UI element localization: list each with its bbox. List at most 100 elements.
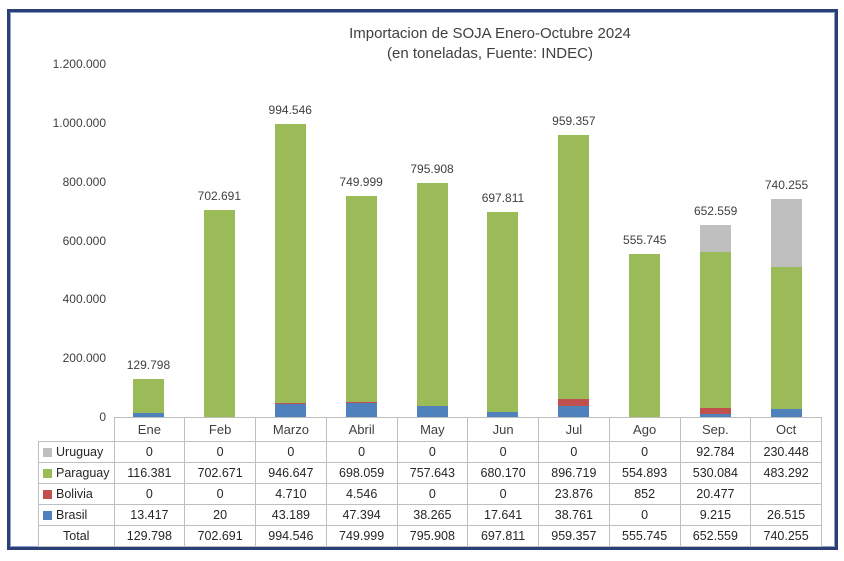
stacked-bar-abril — [345, 196, 377, 417]
bar-segment-paraguay — [700, 252, 732, 409]
bar-segment-paraguay — [558, 134, 590, 399]
table-value-cell: 13.417 — [113, 504, 186, 526]
bar-segment-brasil — [274, 404, 306, 417]
table-value-cell: 757.643 — [396, 462, 469, 484]
month-header-cell: Feb — [184, 417, 256, 442]
table-value-cell: 795.908 — [396, 525, 469, 547]
bar-segment-bolivia — [274, 402, 306, 405]
month-header-cell: Jun — [467, 417, 539, 442]
bar-segment-paraguay — [771, 267, 803, 410]
table-row-paraguay: Paraguay 116.381 702.671 946.647 698.059 757.… — [38, 462, 822, 484]
month-header-cell: Marzo — [255, 417, 327, 442]
y-axis-tick-label: 1.000.000 — [52, 115, 106, 130]
bar-segment-paraguay — [274, 124, 306, 403]
table-value-cell: 0 — [325, 441, 398, 463]
table-value-cell: 20.477 — [679, 483, 752, 505]
legend-label: Paraguay — [56, 466, 110, 480]
table-value-cell: 554.893 — [608, 462, 681, 484]
legend-swatch-uruguay — [43, 448, 52, 457]
legend-label: Uruguay — [56, 445, 104, 459]
stacked-bar-jul — [558, 134, 590, 417]
bar-segment-brasil — [132, 413, 164, 417]
table-value-cell: 23.876 — [538, 483, 610, 505]
bar-total-label: 702.691 — [197, 189, 242, 204]
bar-total-label: 740.255 — [764, 178, 809, 193]
table-value-cell: 20 — [184, 504, 256, 526]
data-table-body: Ene Feb Marzo Abril May Jun Jul Ago Sep. Oct Urugu… — [38, 417, 822, 547]
stacked-bar-marzo — [274, 124, 306, 417]
row-legend-cell: Paraguay — [38, 462, 115, 484]
y-axis-tick-label: 800.000 — [62, 174, 106, 189]
bar-total-label: 795.908 — [410, 161, 454, 176]
table-value-cell: 92.784 — [679, 441, 752, 463]
table-value-cell: 852 — [608, 483, 681, 505]
table-value-cell: 0 — [113, 483, 186, 505]
legend-swatch-brasil — [43, 511, 52, 520]
table-value-cell: 652.559 — [679, 525, 752, 547]
table-value-cell: 959.357 — [538, 525, 610, 547]
bar-total-label: 959.357 — [552, 113, 596, 128]
table-value-cell: 740.255 — [750, 525, 822, 547]
y-axis-tick-label: 400.000 — [62, 292, 106, 307]
table-value-cell: 0 — [396, 483, 469, 505]
stacked-bar-may — [416, 182, 448, 417]
y-axis-tick-label: 1.200.000 — [52, 57, 106, 71]
table-value-cell: 230.448 — [750, 441, 822, 463]
table-value-cell: 129.798 — [113, 525, 186, 547]
stacked-bar-oct — [771, 199, 803, 417]
bar-segment-brasil — [487, 411, 519, 417]
bar-segment-bolivia — [345, 401, 377, 404]
plot-area: 129.798 702.691 994.546 749.999 795.908 697.8… — [113, 64, 822, 417]
table-value-cell: 680.170 — [467, 462, 539, 484]
y-axis: 1.200.000 1.000.000 800.000 600.000 400.000 2… — [0, 0, 108, 561]
table-value-cell: 702.671 — [184, 462, 256, 484]
stacked-bar-ago — [629, 253, 661, 417]
bar-segment-brasil — [416, 405, 448, 417]
bar-total-label: 555.745 — [623, 232, 667, 247]
chart-title-line2: (en toneladas, Fuente: INDEC) — [387, 45, 593, 62]
bar-segment-brasil — [771, 409, 803, 417]
table-value-cell: 0 — [396, 441, 469, 463]
table-value-cell: 38.265 — [396, 504, 469, 526]
legend-swatch-paraguay — [43, 469, 52, 478]
bar-segment-uruguay — [700, 225, 732, 253]
table-row-uruguay: Uruguay 0 0 0 0 0 0 0 0 92.784 230.448 — [38, 441, 822, 463]
month-header-cell: Sep. — [679, 417, 752, 442]
table-value-cell: 0 — [608, 441, 681, 463]
months-header-row: Ene Feb Marzo Abril May Jun Jul Ago Sep. Oct — [39, 417, 822, 442]
table-value-cell: 0 — [113, 441, 186, 463]
table-value-cell: 4.546 — [325, 483, 398, 505]
table-value-cell: 17.641 — [467, 504, 539, 526]
bar-segment-uruguay — [771, 199, 803, 268]
legend-swatch-bolivia — [43, 490, 52, 499]
table-row-bolivia: Bolivia 0 0 4.710 4.546 0 0 23.876 852 20.477 — [38, 483, 822, 505]
table-value-cell: 43.189 — [255, 504, 327, 526]
outer-frame — [7, 9, 838, 550]
bar-segment-brasil — [345, 403, 377, 417]
chart-title: Importacion de SOJA Enero-Octubre 2024 (… — [136, 24, 844, 64]
table-value-cell: 697.811 — [467, 525, 539, 547]
row-legend-cell: Bolivia — [38, 483, 115, 505]
y-axis-tick-label: 0 — [99, 410, 106, 424]
bar-segment-brasil — [700, 414, 732, 417]
table-value-cell: 47.394 — [325, 504, 398, 526]
bar-segment-brasil — [558, 405, 590, 417]
stacked-bar-feb — [203, 210, 235, 417]
table-value-cell: 0 — [467, 441, 539, 463]
bar-segment-paraguay — [629, 253, 661, 417]
bar-segment-paraguay — [203, 210, 235, 417]
table-value-cell: 483.292 — [750, 462, 822, 484]
chart-title-line1: Importacion de SOJA Enero-Octubre 2024 — [349, 25, 631, 42]
y-axis-tick-label: 600.000 — [62, 233, 106, 248]
month-header-cell: Oct — [750, 417, 822, 442]
table-value-cell: 0 — [184, 441, 256, 463]
y-axis-tick-label: 200.000 — [62, 351, 106, 366]
table-value-cell: 38.761 — [538, 504, 610, 526]
bar-segment-bolivia — [700, 408, 732, 415]
legend-label: Brasil — [56, 508, 88, 522]
table-value-cell: 994.546 — [255, 525, 327, 547]
table-value-cell: 26.515 — [750, 504, 822, 526]
row-legend-cell: Uruguay — [38, 441, 115, 463]
stacked-bar-ene — [132, 378, 164, 417]
